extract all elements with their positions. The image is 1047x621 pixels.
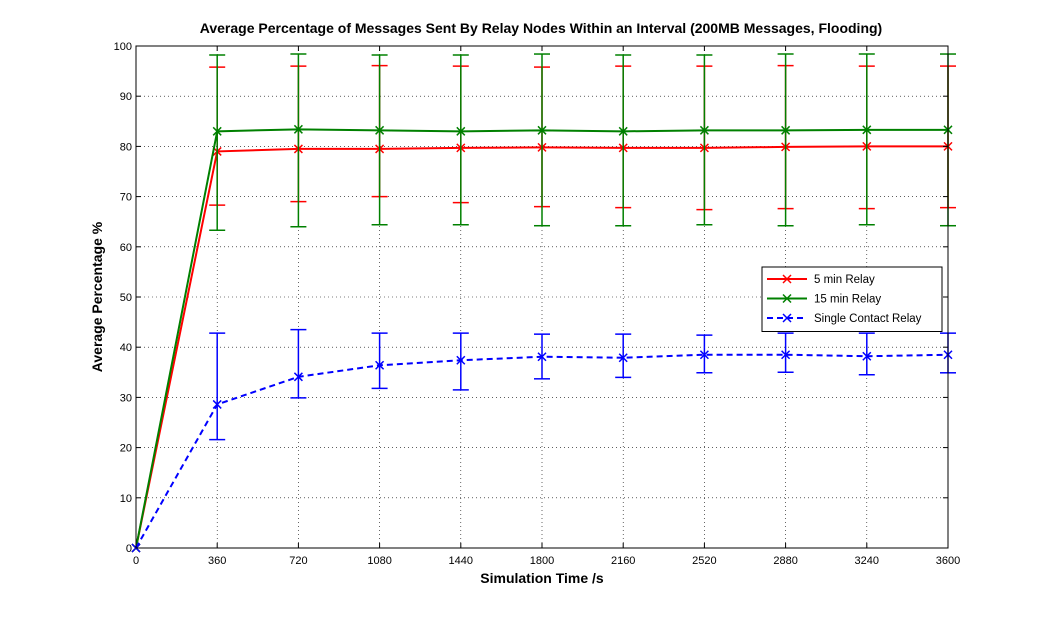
data-point-marker [862, 351, 872, 361]
data-point-marker [293, 372, 303, 382]
x-tick-label: 2160 [611, 555, 635, 567]
marker-stroke [699, 350, 709, 360]
data-point-marker [699, 125, 709, 135]
data-point-marker [375, 360, 385, 370]
data-point-marker [212, 399, 222, 409]
y-tick-label: 40 [120, 342, 132, 354]
data-point-marker [456, 355, 466, 365]
legend: 5 min Relay 15 min Relay Single Contact Re… [761, 266, 943, 332]
y-tick-label: 90 [120, 91, 132, 103]
marker-stroke [618, 126, 628, 136]
y-tick-label: 50 [120, 292, 132, 304]
x-tick-label: 1800 [530, 555, 554, 567]
y-tick-label: 60 [120, 242, 132, 254]
x-tick-label: 3600 [936, 555, 960, 567]
y-tick-label: 30 [120, 392, 132, 404]
marker-stroke [862, 351, 872, 361]
chart-title: Average Percentage of Messages Sent By R… [200, 20, 882, 36]
data-point-marker [293, 124, 303, 134]
marker-stroke [293, 372, 303, 382]
data-point-marker [618, 353, 628, 363]
marker-stroke [699, 125, 709, 135]
data-point-marker [212, 126, 222, 136]
x-tick-label: 1440 [449, 555, 473, 567]
tick-layer: 0 360 720 1080 1440 1800 2160 2520 2880 3240 36000… [114, 41, 961, 567]
data-point-marker [456, 126, 466, 136]
marker-stroke [537, 125, 547, 135]
x-tick-label: 3240 [855, 555, 879, 567]
legend-swatch-marker [782, 293, 792, 304]
marker-stroke [456, 355, 466, 365]
y-tick-label: 20 [120, 443, 132, 455]
series-line [135, 353, 949, 549]
data-point-marker [537, 352, 547, 362]
marker-stroke [212, 399, 222, 409]
marker-stroke [862, 125, 872, 135]
marker-stroke [781, 350, 791, 360]
legend-item: 5 min Relay [767, 274, 875, 286]
data-point-marker [375, 125, 385, 135]
legend-label: 5 min Relay [814, 274, 875, 286]
x-tick-label: 720 [289, 555, 307, 567]
marker-stroke [456, 126, 466, 136]
data-point-marker [537, 125, 547, 135]
x-tick-label: 2520 [692, 555, 716, 567]
marker-stroke [293, 124, 303, 134]
legend-item: Single Contact Relay [767, 313, 922, 325]
data-point-marker [781, 350, 791, 360]
y-tick-label: 10 [120, 493, 132, 505]
series-single-contact-relay [131, 328, 956, 553]
y-tick-label: 70 [120, 192, 132, 204]
data-point-marker [699, 350, 709, 360]
legend-swatch-marker [782, 274, 792, 284]
y-tick-label: 0 [126, 543, 132, 555]
x-tick-label: 1080 [367, 555, 391, 567]
y-tick-label: 80 [120, 141, 132, 153]
x-axis-label: Simulation Time /s [480, 570, 604, 586]
marker-stroke [537, 352, 547, 362]
legend-label: 15 min Relay [814, 294, 881, 306]
marker-stroke [618, 353, 628, 363]
legend-item: 15 min Relay [767, 294, 881, 306]
data-point-marker [862, 125, 872, 135]
y-tick-label: 100 [114, 41, 132, 53]
legend-label: Single Contact Relay [814, 313, 922, 325]
data-point-marker [781, 125, 791, 135]
x-tick-label: 2880 [773, 555, 797, 567]
marker-stroke [781, 125, 791, 135]
x-tick-label: 0 [133, 555, 139, 567]
data-point-marker [618, 126, 628, 136]
legend-swatch-marker [782, 313, 792, 323]
marker-stroke [375, 360, 385, 370]
y-axis-label: Average Percentage % [89, 221, 105, 372]
x-tick-label: 360 [208, 555, 226, 567]
marker-stroke [375, 125, 385, 135]
marker-stroke [212, 126, 222, 136]
